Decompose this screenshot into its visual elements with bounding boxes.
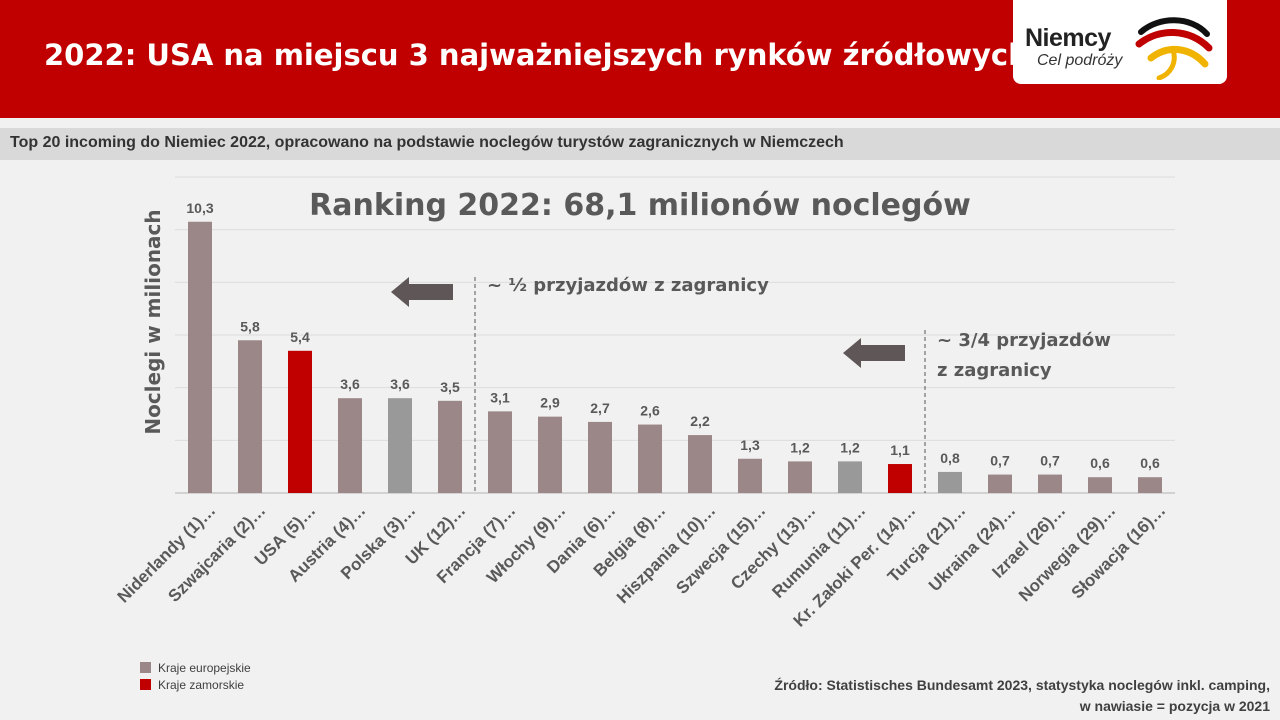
source-line-1: Źródło: Statistisches Bundesamt 2023, st… — [774, 677, 1270, 693]
bar — [638, 424, 662, 493]
data-label: 10,3 — [186, 200, 213, 216]
bar — [588, 421, 612, 493]
data-label: 3,6 — [340, 376, 360, 392]
legend-swatch-european — [140, 662, 151, 673]
bar — [288, 350, 312, 493]
data-label: 3,6 — [390, 376, 410, 392]
subheader-bar: Top 20 incoming do Niemiec 2022, opracow… — [0, 128, 1280, 160]
bar — [1038, 474, 1062, 493]
bar — [838, 461, 862, 493]
bar — [438, 400, 462, 493]
bar — [388, 398, 412, 493]
data-label: 3,5 — [440, 379, 460, 395]
category-label: Słowacja (16)… — [1068, 501, 1170, 603]
chart-title: Ranking 2022: 68,1 milionów noclegów — [309, 188, 971, 223]
source-line-2: w nawiasie = pozycja w 2021 — [1079, 698, 1270, 714]
bar — [1088, 477, 1112, 493]
legend-item-european: Kraje europejskie — [140, 659, 251, 676]
bar — [188, 221, 212, 493]
bar — [988, 474, 1012, 493]
bar — [738, 458, 762, 493]
bar — [238, 340, 262, 493]
data-label: 2,6 — [640, 403, 660, 419]
data-label: 2,7 — [590, 400, 610, 416]
eagle-logo-icon — [1135, 17, 1213, 80]
data-label: 1,2 — [790, 439, 810, 455]
brand-logo: Niemcy Cel podróży — [1013, 0, 1227, 84]
bar — [338, 398, 362, 493]
chart-legend: Kraje europejskie Kraje zamorskie — [140, 659, 251, 693]
data-label: 3,1 — [490, 389, 510, 405]
data-label: 0,6 — [1090, 455, 1110, 471]
data-label: 0,7 — [1040, 453, 1060, 469]
category-label: Szwecja (15)… — [672, 501, 769, 598]
data-label: 1,3 — [740, 437, 760, 453]
bar — [488, 411, 512, 493]
data-label: 0,6 — [1140, 455, 1160, 471]
page-title: 2022: USA na miejscu 3 najważniejszych r… — [44, 38, 1029, 72]
annotation-three-quarters-line-2: z zagranicy — [937, 360, 1052, 381]
bar — [1138, 477, 1162, 493]
data-label: 2,9 — [540, 395, 560, 411]
legend-item-overseas: Kraje zamorskie — [140, 676, 251, 693]
data-label: 1,1 — [890, 442, 910, 458]
logo-name: Niemcy — [1025, 24, 1111, 52]
data-label: 2,2 — [690, 413, 710, 429]
bar — [538, 416, 562, 493]
bar — [888, 464, 912, 493]
legend-label-european: Kraje europejskie — [158, 660, 251, 675]
y-axis-label: Noclegi w milionach — [141, 209, 165, 434]
left-arrow-icon — [843, 338, 905, 368]
legend-swatch-overseas — [140, 679, 151, 690]
bar — [688, 435, 712, 493]
bar — [938, 471, 962, 493]
source-note: Źródło: Statistisches Bundesamt 2023, st… — [774, 675, 1270, 717]
left-arrow-icon — [391, 277, 453, 307]
data-label: 5,4 — [290, 329, 310, 345]
subheader-text: Top 20 incoming do Niemiec 2022, opracow… — [10, 134, 844, 151]
logo-subtitle: Cel podróży — [1037, 52, 1123, 69]
data-label: 0,7 — [990, 453, 1010, 469]
category-label: Ukraina (24)… — [925, 501, 1019, 595]
annotation-three-quarters-line-1: ~ 3/4 przyjazdów — [937, 330, 1111, 351]
data-label: 1,2 — [840, 439, 860, 455]
annotation-half: ~ ½ przyjazdów z zagranicy — [487, 275, 769, 296]
bar — [788, 461, 812, 493]
data-label: 0,8 — [940, 450, 960, 466]
legend-label-overseas: Kraje zamorskie — [158, 677, 245, 692]
data-label: 5,8 — [240, 318, 260, 334]
